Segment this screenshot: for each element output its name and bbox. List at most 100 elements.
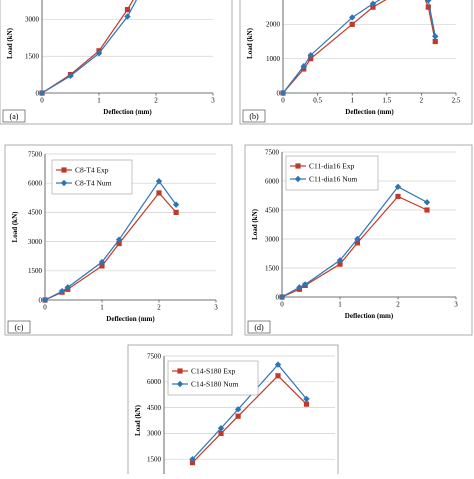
x-tick-label: 1 [97,97,101,105]
data-point-num [302,281,309,288]
legend-swatch-marker [61,167,67,173]
x-tick-label: 2 [420,97,424,105]
data-point-num [423,199,431,206]
data-point-num [296,284,303,291]
legend: C8-T4 Exp C8-T4 Num [51,159,133,195]
y-tick-label: 3000 [25,16,40,24]
data-point-exp [424,207,430,213]
data-point-exp [235,413,241,419]
x-tick-label: 0 [43,304,47,312]
data-point-num [67,72,74,80]
data-point-num [279,89,287,97]
panel-label: (b) [249,112,259,121]
data-point-num [274,361,282,368]
data-point-num [124,13,131,20]
data-point-num [155,178,163,185]
legend-label: C14-S180 Exp [191,367,236,376]
y-tick-label: 3000 [28,238,43,246]
y-tick-label: 7500 [28,150,43,158]
legend-label: C14-S180 Num [191,380,238,389]
x-axis-title: Deflection (mm) [103,108,152,116]
legend-label: C8-T4 Exp [75,166,109,175]
legend: C11-dia16 Exp C11-dia16 Num [285,155,379,191]
y-tick-label: 1500 [25,53,40,61]
data-point-exp [349,21,355,27]
y-axis-title: Load (kN) [246,27,254,59]
x-tick-label: 0 [280,301,284,309]
data-point-exp [354,240,360,246]
data-point-num [38,89,46,97]
data-point-num [432,33,439,40]
data-point-exp [218,430,224,436]
y-tick-label: 2000 [266,21,281,29]
legend: C14-S180 Exp C14-S180 Num [167,360,259,396]
data-point-exp [189,460,196,466]
data-point-num [217,425,225,432]
y-axis-title: Load (kN) [11,211,19,243]
panel-label: (a) [10,112,19,121]
x-tick-label: 3 [211,97,215,105]
plot-area [38,0,138,97]
x-tick-label: 1.5 [382,97,391,105]
x-tick-label: 1 [100,304,104,312]
data-point-num [189,456,196,463]
data-point-num [234,406,242,413]
y-tick-label: 0 [276,293,280,301]
data-point-exp [395,193,401,200]
y-tick-label: 0 [36,89,40,97]
legend-box [285,155,379,191]
y-tick-label: 0 [277,89,281,97]
data-point-num [349,14,356,21]
data-point-exp [156,190,162,196]
x-axis-title: Deflection (mm) [345,108,394,116]
y-tick-label: 1500 [265,264,280,272]
x-tick-label: 1 [350,97,354,105]
legend-swatch-marker [60,179,68,187]
legend-swatch-marker [177,368,183,374]
panel-2: 0 1000 2000 0 0.5 1 1.5 2 2.5 Deflection (mm) Load… [239,0,473,125]
x-axis-title: Deflection (mm) [106,315,155,323]
legend-label: C8-T4 Num [75,179,112,188]
data-point-exp [124,7,131,13]
x-tick-label: 3 [214,304,218,312]
panel-5: 1500 3000 4500 6000 7500 Load (kN) C14-S180 Ex… [127,344,339,479]
legend-label: C11-dia16 Exp [309,162,355,171]
x-axis-title: Deflection (mm) [345,312,394,320]
panel-frame [0,0,233,125]
legend-swatch-marker [295,163,301,169]
y-tick-label: 4500 [147,404,162,412]
data-point-num [95,50,103,57]
y-tick-label: 1500 [147,456,162,464]
y-axis-title: Load (kN) [251,208,259,240]
data-point-exp [337,261,343,267]
x-tick-label: 2 [154,97,158,105]
panel-label: (c) [15,323,24,332]
data-point-num [98,258,106,266]
legend-swatch-marker [176,380,184,388]
data-point-num [115,236,123,243]
data-point-exp [275,373,281,379]
y-tick-label: 0 [39,296,43,304]
data-point-num [64,284,71,291]
panel-4: 0 1500 3000 4500 6000 7500 0 1 2 3 Deflection (mm)… [244,144,473,336]
y-axis-title: Load (kN) [134,404,142,436]
plot-area [278,183,431,301]
legend-box [51,159,133,195]
panel-3: 0 1500 3000 4500 6000 7500 0 1 2 3 Deflection (mm)… [4,144,233,336]
data-point-exp [303,401,310,407]
data-point-num [300,63,307,70]
y-tick-label: 4500 [265,206,280,214]
plot-area [279,0,439,97]
y-tick-label: 6000 [28,180,43,188]
y-tick-label: 6000 [147,378,162,386]
y-tick-label: 1000 [266,55,281,63]
data-point-num [307,52,314,59]
data-point-num [425,0,432,4]
panel-label: (d) [254,323,264,332]
y-tick-label: 3000 [147,430,162,438]
x-tick-label: 3 [454,301,458,309]
panel-label-box [247,320,271,334]
y-tick-label: 7500 [147,352,162,360]
legend-box [167,360,259,396]
